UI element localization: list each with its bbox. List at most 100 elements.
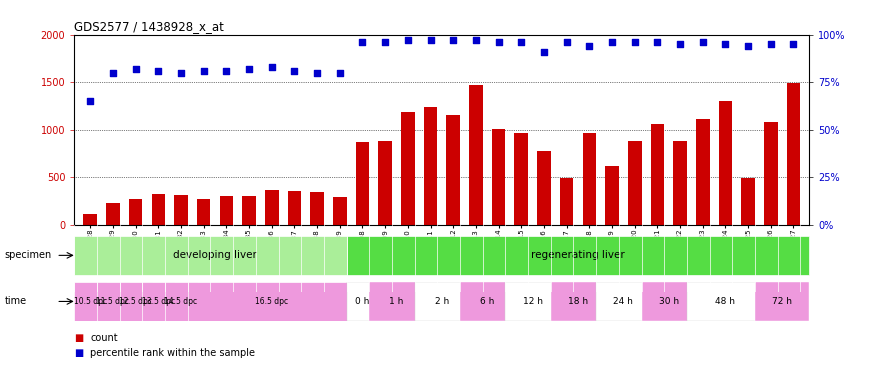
Bar [687,282,764,321]
Bar [514,133,528,225]
Text: 1 h: 1 h [389,297,403,306]
Bar [673,141,687,225]
Point [310,70,324,76]
Bar [97,282,129,321]
Point [446,37,460,43]
Point [673,41,687,47]
Text: ■: ■ [74,333,84,343]
Bar [83,214,97,225]
Text: specimen: specimen [4,250,52,260]
Text: 11.5 dpc: 11.5 dpc [96,297,130,306]
Bar [583,133,596,225]
Bar [606,166,619,225]
Text: 6 h: 6 h [480,297,494,306]
Bar [696,119,710,225]
Bar [311,192,324,225]
Bar [755,282,809,321]
Text: time: time [4,296,26,306]
Text: 13.5 dpc: 13.5 dpc [142,297,175,306]
Bar [378,141,392,225]
Point [560,39,574,45]
Point [220,68,234,74]
Point [106,70,120,76]
Text: ■: ■ [74,348,84,358]
Text: 12 h: 12 h [522,297,542,306]
Bar [651,124,664,225]
Bar [415,282,469,321]
Bar [346,282,378,321]
Point [650,39,664,45]
Point [355,39,369,45]
Text: regenerating liver: regenerating liver [531,250,625,260]
Point [242,66,256,72]
Bar [764,122,778,225]
Bar [506,282,560,321]
Bar [188,282,355,321]
Text: 16.5 dpc: 16.5 dpc [255,297,288,306]
Text: percentile rank within the sample: percentile rank within the sample [90,348,256,358]
Bar [355,142,369,225]
Bar [446,115,460,225]
Text: 10.5 dpc: 10.5 dpc [74,297,107,306]
Bar [143,282,174,321]
Text: 48 h: 48 h [716,297,736,306]
Point [492,39,506,45]
Point [129,66,143,72]
Bar [469,85,483,225]
Bar [401,113,415,225]
Bar [628,141,641,225]
Point [605,39,619,45]
Point [583,43,597,49]
Bar [288,191,301,225]
Point [287,68,301,74]
Bar [197,199,211,225]
Bar [165,282,197,321]
Text: 24 h: 24 h [613,297,634,306]
Point [151,68,165,74]
Bar [537,151,550,225]
Bar [151,194,165,225]
Bar [460,282,514,321]
Bar [120,282,151,321]
Bar [106,203,120,225]
Text: 2 h: 2 h [435,297,449,306]
Point [265,64,279,70]
Point [401,37,415,43]
Bar [596,282,651,321]
Bar [74,236,355,275]
Point [787,41,801,47]
Text: 72 h: 72 h [772,297,792,306]
Point [424,37,438,43]
Point [537,49,551,55]
Bar [333,197,346,225]
Bar [560,178,573,225]
Text: 14.5 dpc: 14.5 dpc [164,297,198,306]
Point [469,37,483,43]
Bar [424,107,438,225]
Bar [369,282,424,321]
Point [627,39,641,45]
Text: 12.5 dpc: 12.5 dpc [119,297,152,306]
Bar [741,178,755,225]
Point [174,70,188,76]
Bar [174,195,188,225]
Point [718,41,732,47]
Bar [220,196,233,225]
Text: 30 h: 30 h [659,297,679,306]
Bar [74,282,106,321]
Point [696,39,710,45]
Bar [346,236,809,275]
Point [378,39,392,45]
Text: GDS2577 / 1438928_x_at: GDS2577 / 1438928_x_at [74,20,224,33]
Bar [492,129,506,225]
Point [83,98,97,104]
Bar [787,83,801,225]
Point [332,70,346,76]
Bar [242,196,256,225]
Bar [641,282,696,321]
Bar [550,282,606,321]
Bar [265,190,278,225]
Text: 18 h: 18 h [568,297,588,306]
Text: developing liver: developing liver [173,250,257,260]
Text: 0 h: 0 h [355,297,369,306]
